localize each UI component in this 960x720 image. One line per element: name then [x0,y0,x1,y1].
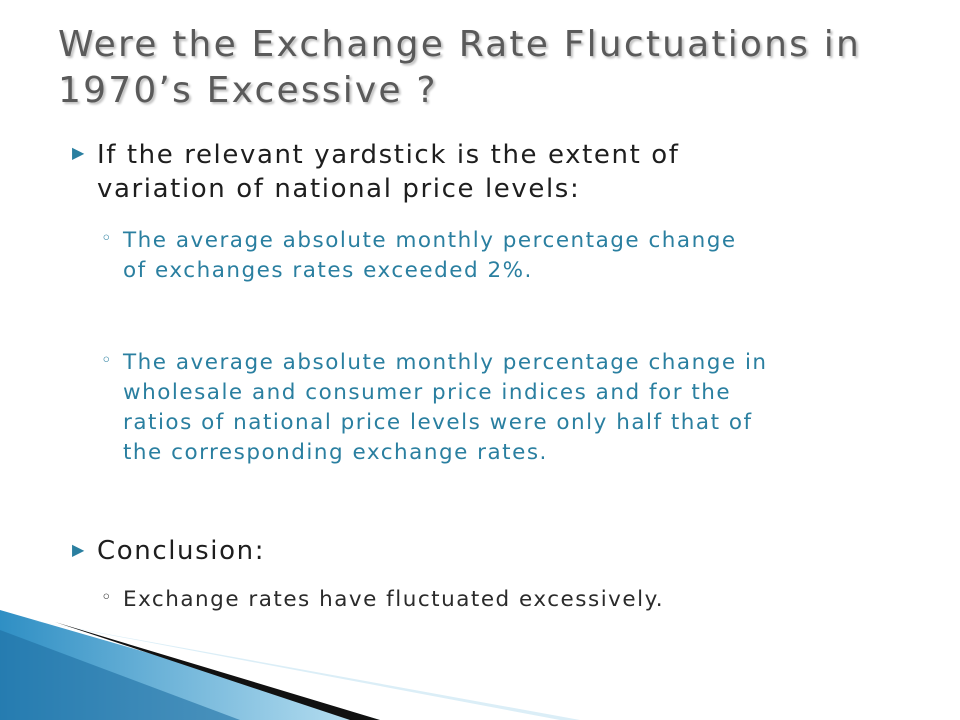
black-line [55,622,380,720]
title-line: Were the Exchange Rate Fluctuations in [58,24,861,65]
sub-bullet: The average absolute monthly percentage … [123,348,768,468]
sub-bullet: Exchange rates have fluctuated excessive… [123,585,664,615]
sub-line: the corresponding exchange rates. [123,440,548,465]
light-wedge [30,620,580,720]
sub-marker: ◦ [101,587,112,608]
title: Were the Exchange Rate Fluctuations in 1… [58,22,861,114]
sub-marker: ◦ [101,228,112,249]
blue-wedge [0,630,240,720]
bullet-marker: ▶ [72,540,85,559]
bullet: Conclusion: [97,534,265,568]
sub-line: wholesale and consumer price indices and… [123,380,732,405]
bullet-line: variation of national price levels: [97,174,581,204]
decoration [0,610,580,720]
sub-marker: ◦ [101,350,112,371]
sub-line: The average absolute monthly percentage … [123,228,737,253]
bullet-marker: ▶ [72,143,85,162]
sub-line: of exchanges rates exceeded 2%. [123,258,533,283]
sub-line: ratios of national price levels were onl… [123,410,753,435]
sub-line: Exchange rates have fluctuated excessive… [123,587,665,612]
bullet: If the relevant yardstick is the extent … [97,138,680,206]
title-line: 1970’s Excessive ? [58,70,438,111]
sub-bullet: The average absolute monthly percentage … [123,226,737,286]
sub-line: The average absolute monthly percentage … [123,350,768,375]
bullet-line: If the relevant yardstick is the extent … [97,140,680,170]
bullet-line: Conclusion: [97,536,266,566]
